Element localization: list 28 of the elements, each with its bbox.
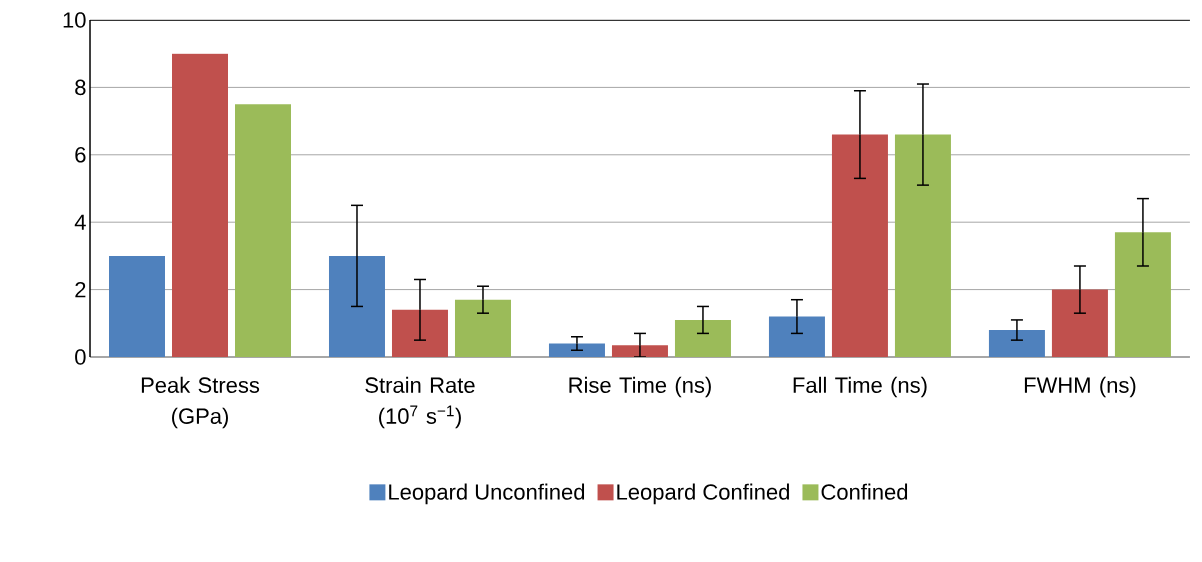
bar bbox=[674, 319, 731, 357]
legend-label: Confined bbox=[821, 483, 908, 500]
x-tick-label: Strain Rate (10$^{7}$ s$^{−1}$) bbox=[365, 376, 475, 429]
bar bbox=[988, 330, 1045, 357]
x-tick-label: Rise Time (ns) bbox=[569, 376, 711, 398]
x-tick-label: FWHM (ns) bbox=[1024, 376, 1136, 398]
y-tick-label: 6 bbox=[75, 147, 86, 163]
x-tick-label: Peak Stress (GPa) bbox=[141, 376, 260, 429]
bar bbox=[328, 255, 385, 357]
legend-label: Leopard Confined bbox=[617, 483, 789, 505]
bar bbox=[1051, 289, 1108, 357]
y-tick-label: 10 bbox=[63, 12, 86, 28]
y-tick-label: 4 bbox=[74, 214, 86, 230]
bar bbox=[1114, 232, 1171, 357]
bar bbox=[611, 345, 668, 357]
bar bbox=[768, 316, 825, 357]
bar bbox=[109, 255, 165, 357]
bar bbox=[454, 299, 511, 357]
y-tick-label: 8 bbox=[75, 79, 86, 96]
bar bbox=[548, 343, 605, 357]
legend-label: Leopard Unconfined bbox=[389, 483, 585, 505]
y-tick-label: 0 bbox=[75, 349, 86, 365]
x-tick-label: Fall Time (ns) bbox=[793, 376, 927, 398]
bar bbox=[235, 104, 291, 357]
bar bbox=[172, 53, 228, 357]
bar bbox=[894, 134, 951, 357]
bar bbox=[831, 134, 888, 357]
y-tick-label: 2 bbox=[75, 281, 86, 298]
